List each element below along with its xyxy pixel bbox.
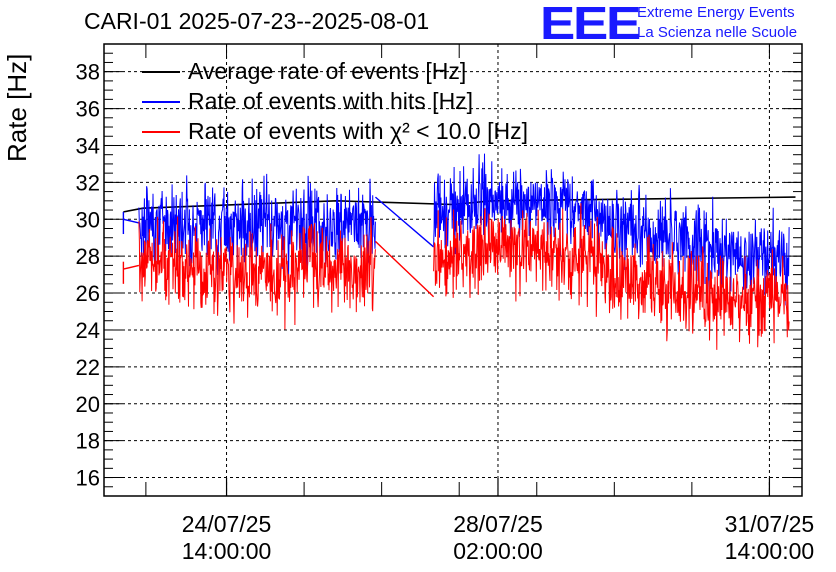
series-connector-chi2 [123,264,140,270]
legend-label-hits: Rate of events with hits [Hz] [188,88,474,114]
y-tick-label: 32 [76,170,100,195]
legend-label-chi2: Rate of events with χ² < 10.0 [Hz] [188,118,528,144]
y-tick-label: 38 [76,60,100,85]
y-tick-label: 20 [76,392,100,417]
x-tick-label-date: 24/07/25 [182,511,272,537]
plot-frame [103,43,803,497]
y-tick-label: 34 [76,133,100,158]
series-line-chi2 [433,203,790,350]
y-tick-label: 16 [76,466,100,491]
series-line-hits [433,153,790,306]
y-tick-label: 22 [76,355,100,380]
logo-subtitle-2: La Scienza nelle Scuole [637,24,798,41]
y-tick-label: 28 [76,244,100,269]
series-line-average [123,196,796,213]
series-connector-hits [123,218,140,224]
series-line-chi2 [138,216,376,330]
y-tick-label: 30 [76,207,100,232]
chart-title: CARI-01 2025-07-23--2025-08-01 [84,8,430,34]
y-axis-label: Rate [Hz] [2,53,32,162]
y-tick-label: 36 [76,97,100,122]
x-tick-label-date: 28/07/25 [453,511,543,537]
y-tick-label: 24 [76,318,100,343]
y-tick-label: 26 [76,281,100,306]
legend-label-average: Average rate of events [Hz] [188,58,467,84]
x-tick-label-time: 14:00:00 [725,538,815,564]
y-tick-label: 18 [76,429,100,454]
x-tick-label-date: 31/07/25 [725,511,815,537]
series-line-hits [138,173,376,276]
x-tick-label-time: 14:00:00 [182,538,272,564]
series-connector-chi2 [374,240,435,298]
logo-subtitle-1: Extreme Energy Events [637,4,795,21]
eee-logo: EEE [540,0,641,49]
x-tick-label-time: 02:00:00 [453,538,543,564]
series-connector-hits [374,196,435,248]
